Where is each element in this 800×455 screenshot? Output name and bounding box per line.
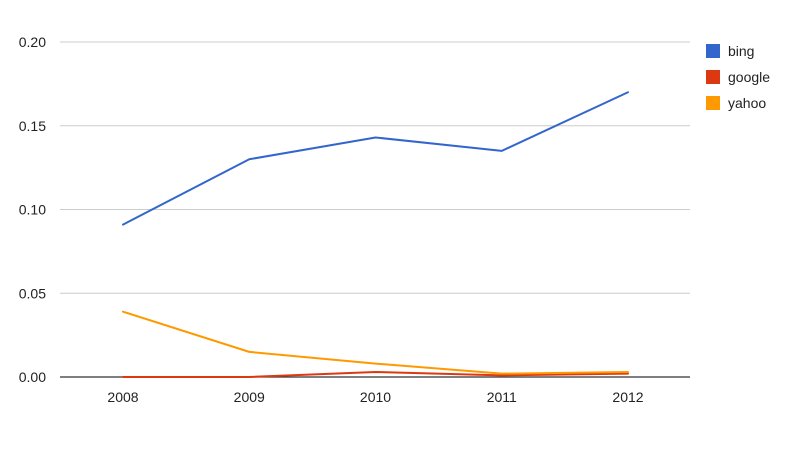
series-layer [122,91,629,378]
x-tick-label: 2011 [487,389,517,405]
legend-item-bing: bing [706,38,796,64]
legend-label-bing: bing [728,43,755,59]
x-tick-label: 2010 [360,389,391,405]
grid-layer [60,41,690,378]
legend: bing google yahoo [706,38,796,116]
series-line-yahoo [122,310,629,375]
legend-label-yahoo: yahoo [728,95,767,111]
series-line-bing [122,91,629,226]
y-tick-label: 0.10 [19,202,46,218]
y-tick-label: 0.00 [19,369,46,385]
y-tick-label: 0.05 [19,285,46,301]
legend-item-google: google [706,64,796,90]
legend-swatch-google [706,70,720,84]
x-tick-label: 2012 [612,389,643,405]
series-line-google [122,370,629,378]
y-tick-label: 0.15 [19,118,46,134]
legend-swatch-bing [706,44,720,58]
legend-swatch-yahoo [706,96,720,110]
y-tick-label: 0.20 [19,34,46,50]
x-tick-label: 2008 [107,389,138,405]
axis-layer: 0.00 0.05 0.10 0.15 0.20 2008 2009 2010 2011 2012 [19,34,644,405]
legend-label-google: google [728,69,771,85]
x-tick-label: 2009 [234,389,265,405]
legend-item-yahoo: yahoo [706,90,796,116]
